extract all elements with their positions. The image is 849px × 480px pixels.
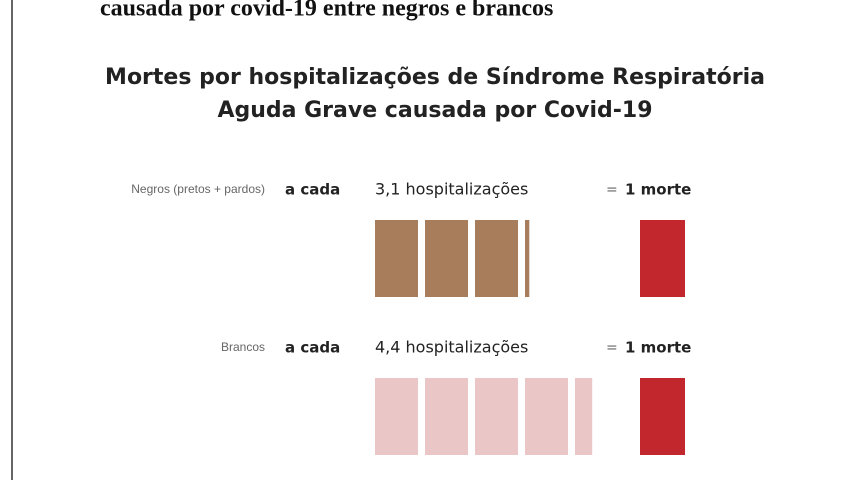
equals: = [606,182,618,198]
hospitalization-block [475,378,518,455]
chart-title: Mortes por hospitalizações de Síndrome R… [105,65,765,90]
hospitalization-block [575,378,593,455]
chart-title: Aguda Grave causada por Covid-19 [217,98,652,123]
rows: Negros (pretos + pardos) a cada 3,1 hospit… [131,180,691,455]
hospitalization-block [425,378,468,455]
result: 1 morte [625,181,691,199]
value-label: 3,1 hospitalizações [375,180,528,199]
cutoff-heading: causada por covid-19 entre negros e bran… [100,0,553,22]
hospitalization-block [375,378,418,455]
death-block [640,220,685,297]
death-block [640,378,685,455]
equals: = [606,340,618,356]
hospitalization-block [375,220,418,297]
hospitalization-block [475,220,518,297]
result: 1 morte [625,339,691,357]
hospitalization-block [425,220,468,297]
connector: a cada [285,339,340,357]
hospitalization-block [525,220,530,297]
value-label: 4,4 hospitalizações [375,338,528,357]
row-label: Negros (pretos + pardos) [131,182,265,196]
hospitalization-block [525,378,568,455]
row-label: Brancos [221,340,265,354]
connector: a cada [285,181,340,199]
